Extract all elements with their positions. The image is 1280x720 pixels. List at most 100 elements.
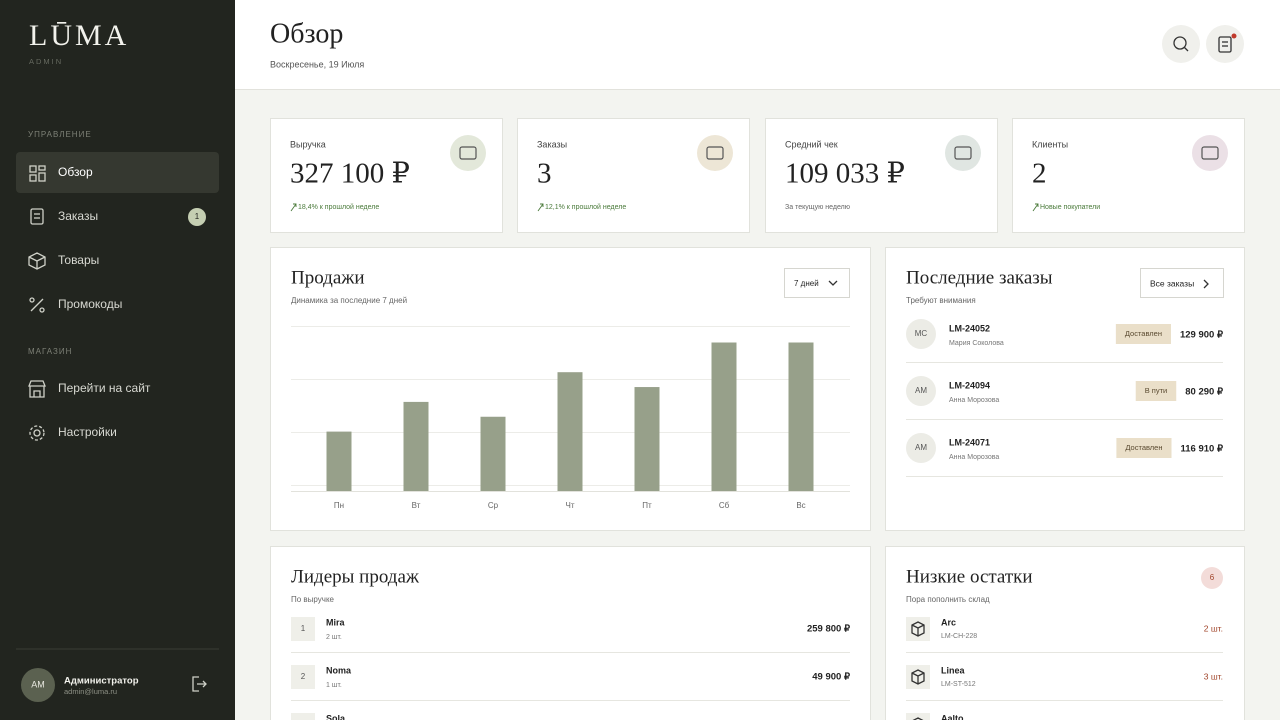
nav-item[interactable]: Обзор [58,165,93,179]
rank: 1 [301,624,306,633]
card-subtitle: Требуют внимания [906,296,976,305]
order-customer: Анна Морозова [949,454,999,461]
nav-item[interactable]: Товары [58,253,99,267]
nav-item[interactable]: Перейти на сайт [58,381,151,395]
stock-name: Aalto [941,713,964,720]
x-tick-label: Пт [642,501,652,510]
nav-badge [188,208,206,226]
nav-active[interactable] [16,152,219,193]
stat-label: Заказы [537,139,567,149]
card-title: Последние заказы [906,267,1053,288]
logo-sub: ADMIN [29,57,63,66]
page-date: Воскресенье, 19 Июля [270,59,364,69]
icon-clipboard [1218,36,1232,53]
order-status-label: Доставлен [1125,329,1162,338]
card-title: Лидеры продаж [291,566,420,587]
stat-value: 3 [537,158,552,190]
x-tick-label: Пн [334,501,344,510]
orders-button[interactable] [1206,25,1244,63]
order-status-label: Доставлен [1125,443,1162,452]
stat-value: 109 033 ₽ [785,158,905,190]
order-id: LM-24094 [949,380,990,390]
order-initials: АМ [915,386,927,395]
stat-icon-glyph [459,146,477,160]
icon-box [911,621,925,637]
product-qty: 1 шт. [326,682,342,689]
bar [634,387,660,491]
stock-name: Linea [941,665,966,675]
order-status [1116,438,1172,458]
stat-icon [945,135,981,171]
x-tick-label: Вс [796,501,805,510]
stock-qty: 3 шт. [1204,671,1223,681]
bar [557,372,583,491]
notification-dot [1231,33,1237,39]
order-customer: Анна Морозова [949,397,999,404]
product-name: Noma [326,665,352,675]
badge [1201,567,1223,589]
nav-item[interactable]: Промокоды [58,297,122,311]
stat-note: Новые покупатели [1040,204,1100,211]
page-title: Обзор [270,18,343,49]
chevron [828,280,838,286]
rank-box [291,713,315,720]
low-stock-card [885,546,1245,720]
stat-label: Выручка [290,139,326,149]
header [235,0,1280,89]
rank: 2 [301,672,306,681]
stat-icon [697,135,733,171]
order-amount: 80 290 ₽ [1185,387,1224,398]
user-email: admin@luma.ru [64,687,117,696]
bar [326,431,352,491]
icon-store [28,380,46,398]
section-title: УПРАВЛЕНИЕ [28,130,92,139]
icon-grid [29,165,46,182]
icon-percent [29,297,45,313]
stat-icon [450,135,486,171]
icon-orders [30,208,44,225]
stock-name: Arc [941,617,956,627]
all-orders-button[interactable] [1140,268,1224,298]
product-qty: 2 шт. [326,634,342,641]
trend-icon [290,203,297,212]
order-status [1115,324,1171,344]
chevron [1203,279,1209,289]
stat-label: Средний чек [785,139,838,149]
rank-box [291,665,315,689]
period-select[interactable] [784,268,850,298]
stat-icon-glyph [706,146,724,160]
user-avatar [21,668,55,702]
orders-list: МС LM-24052 Мария Соколова 129 900 ₽ Доставл… [906,319,1224,477]
order-id: LM-24071 [949,437,990,447]
search-button[interactable] [1162,25,1200,63]
stat-value: 327 100 ₽ [290,158,410,190]
stock-list: Arc LM-CH-228 2 шт. Linea LM-ST-512 3 шт. Aalt… [906,617,1223,720]
order-customer: Мария Соколова [949,340,1004,347]
rank-box [291,617,315,641]
nav-item[interactable]: Заказы [58,209,98,223]
nav-item[interactable]: Настройки [58,425,117,439]
stat-value: 2 [1032,158,1047,190]
period-label: 7 дней [794,279,819,288]
logout-button[interactable] [192,676,207,692]
icon-box [911,669,925,685]
section-title: МАГАЗИН [28,347,72,356]
order-status-label: В пути [1145,386,1168,395]
card-subtitle: По выручке [291,595,335,604]
order-avatar [906,376,936,406]
card-title: Продажи [291,267,365,288]
stats: Выручка 327 100 ₽ 18,4% к прошлой неделе За… [270,118,1245,233]
card-subtitle: Динамика за последние 7 дней [291,296,407,305]
order-status [1135,381,1177,401]
trend-icon [1032,203,1039,212]
trend-icon [537,203,544,212]
product-revenue: 49 900 ₽ [812,672,851,683]
order-avatar [906,433,936,463]
stock-qty: 2 шт. [1204,623,1223,633]
user-name: Администратор [64,676,139,687]
order-avatar [906,319,936,349]
x-tick-label: Сб [719,501,730,510]
stat-icon-glyph [954,146,972,160]
